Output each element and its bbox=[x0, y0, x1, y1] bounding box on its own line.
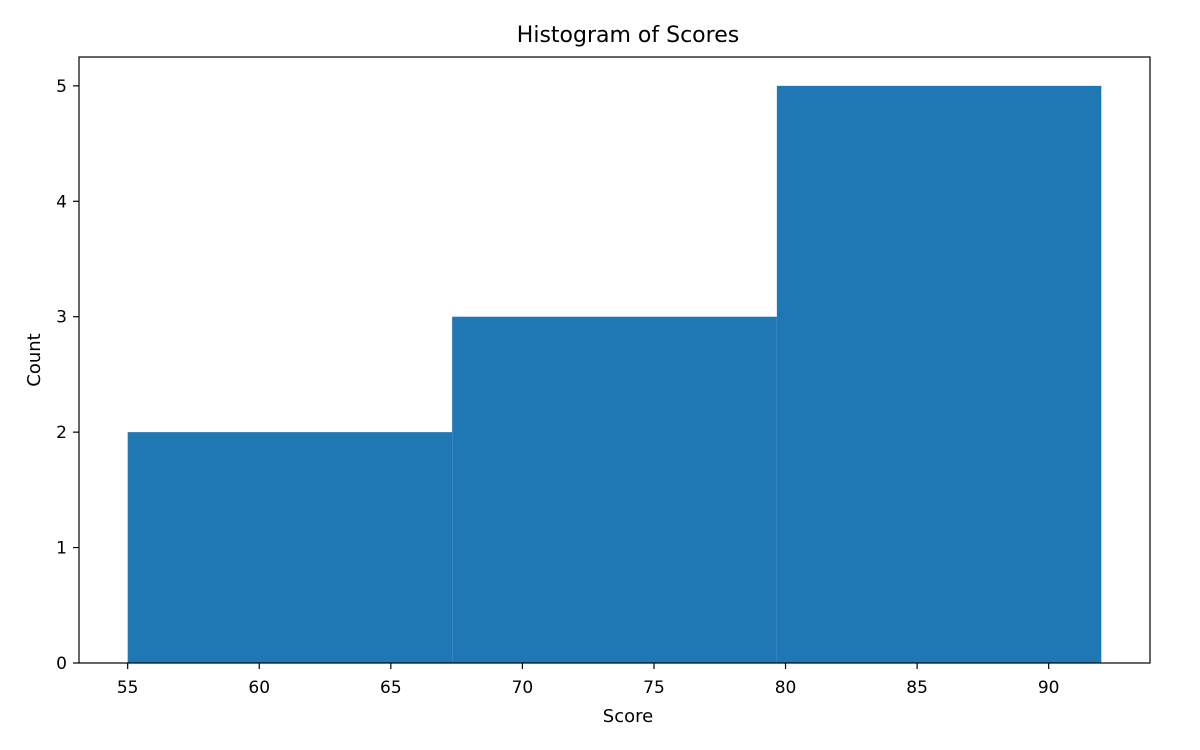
x-tick-label: 80 bbox=[775, 678, 797, 698]
y-tick-label: 3 bbox=[56, 308, 67, 328]
bars-group bbox=[127, 85, 1102, 664]
y-tick-label: 4 bbox=[56, 192, 67, 212]
y-tick-label: 1 bbox=[56, 539, 67, 559]
y-axis-ticks: 0 1 2 3 4 5 bbox=[56, 77, 79, 674]
y-axis-label: Count bbox=[24, 333, 45, 386]
y-tick-label: 5 bbox=[56, 77, 67, 97]
chart-title: Histogram of Scores bbox=[517, 23, 739, 48]
histogram-bar bbox=[127, 432, 453, 663]
histogram-bar bbox=[452, 316, 777, 663]
x-axis-ticks: 55 60 65 70 75 80 85 90 bbox=[117, 663, 1060, 698]
x-tick-label: 85 bbox=[906, 678, 928, 698]
y-tick-label: 0 bbox=[56, 654, 67, 674]
x-tick-label: 75 bbox=[643, 678, 665, 698]
x-tick-label: 55 bbox=[117, 678, 139, 698]
y-tick-label: 2 bbox=[56, 423, 67, 443]
x-tick-label: 90 bbox=[1038, 678, 1060, 698]
x-axis-label: Score bbox=[603, 706, 653, 727]
x-tick-label: 70 bbox=[512, 678, 534, 698]
x-tick-label: 60 bbox=[248, 678, 270, 698]
histogram-bar bbox=[776, 85, 1102, 664]
x-tick-label: 65 bbox=[380, 678, 402, 698]
plot-frame bbox=[78, 56, 1151, 664]
